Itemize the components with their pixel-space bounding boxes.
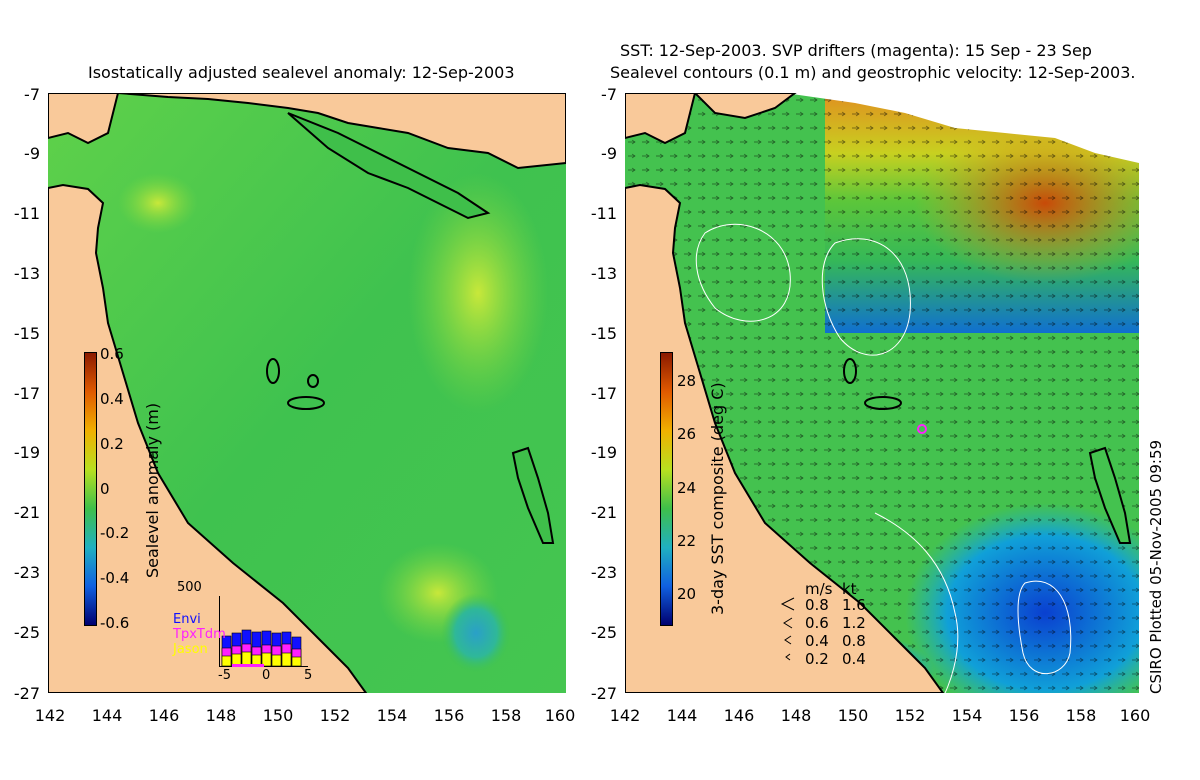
x-tick: 142 bbox=[609, 706, 641, 725]
vel-kt-value: 1.2 bbox=[842, 614, 866, 632]
cbar-tick: 0.4 bbox=[100, 390, 124, 408]
cbar-tick: -0.4 bbox=[100, 569, 130, 587]
inset-x-tick: -5 bbox=[218, 668, 231, 683]
vel-arrow-icons bbox=[780, 597, 795, 661]
cbar-tick: -0.2 bbox=[100, 524, 130, 542]
sealevel-colorbar-label: Sealevel anomaly (m) bbox=[143, 402, 162, 578]
inset-ymax: 500 bbox=[177, 580, 202, 595]
x-tick: 148 bbox=[205, 706, 237, 725]
sst-colorbar-label: 3-day SST composite (deg C) bbox=[708, 382, 727, 615]
cbar-tick: 24 bbox=[677, 479, 697, 497]
y-tick: -9 bbox=[601, 144, 617, 163]
cbar-tick: 0.6 bbox=[100, 345, 124, 363]
vel-ms-value: 0.4 bbox=[805, 632, 829, 650]
y-tick: -15 bbox=[590, 324, 617, 343]
y-tick: -9 bbox=[24, 144, 40, 163]
x-tick: 152 bbox=[894, 706, 926, 725]
x-tick: 144 bbox=[666, 706, 698, 725]
vel-ms-value: 0.2 bbox=[805, 650, 829, 668]
x-tick: 156 bbox=[433, 706, 465, 725]
vel-header-kt: kt bbox=[842, 580, 857, 598]
x-tick: 148 bbox=[780, 706, 812, 725]
inset-x-tick: 5 bbox=[304, 668, 313, 683]
vel-ms-value: 0.6 bbox=[805, 614, 829, 632]
y-tick: -25 bbox=[590, 623, 617, 642]
png-land bbox=[117, 93, 566, 170]
x-tick: 144 bbox=[91, 706, 123, 725]
svp-drifter-track bbox=[917, 424, 927, 434]
y-tick: -19 bbox=[590, 443, 617, 462]
x-tick: 150 bbox=[837, 706, 869, 725]
inset-legend-envi: Envi bbox=[173, 612, 201, 627]
new-caledonia bbox=[1088, 446, 1132, 544]
australia-land bbox=[48, 183, 368, 693]
x-tick: 154 bbox=[951, 706, 983, 725]
cbar-tick: 20 bbox=[677, 585, 697, 603]
png-land bbox=[693, 93, 797, 120]
right-map-title-line1: SST: 12-Sep-2003. SVP drifters (magenta)… bbox=[620, 41, 1092, 60]
inset-legend-jason: Jason bbox=[173, 642, 208, 657]
x-tick: 150 bbox=[262, 706, 294, 725]
left-map-title: Isostatically adjusted sealevel anomaly:… bbox=[88, 63, 515, 82]
vel-kt-value: 0.4 bbox=[842, 650, 866, 668]
x-tick: 160 bbox=[544, 706, 576, 725]
vel-header-ms: m/s bbox=[805, 580, 833, 598]
vel-ms-value: 0.8 bbox=[805, 596, 829, 614]
x-tick: 146 bbox=[723, 706, 755, 725]
y-tick: -13 bbox=[13, 264, 40, 283]
y-tick: -25 bbox=[13, 623, 40, 642]
inset-legend-tpxtdm: TpxTdm bbox=[173, 627, 226, 642]
cbar-tick: 0.2 bbox=[100, 435, 124, 453]
sealevel-map bbox=[48, 93, 566, 693]
inset-bars bbox=[221, 629, 302, 666]
inset-day-marker bbox=[232, 664, 264, 667]
y-tick: -17 bbox=[13, 384, 40, 403]
y-tick: -7 bbox=[601, 85, 617, 104]
new-caledonia bbox=[511, 446, 555, 544]
y-tick: -21 bbox=[13, 503, 40, 522]
x-tick: 160 bbox=[1119, 706, 1151, 725]
plot-credit: CSIRO Plotted 05-Nov-2005 09:59 bbox=[1147, 439, 1165, 694]
y-tick: -11 bbox=[590, 204, 617, 223]
sst-map bbox=[625, 93, 1139, 693]
australia-land bbox=[625, 183, 945, 693]
cbar-tick: 28 bbox=[677, 372, 697, 390]
y-tick: -21 bbox=[590, 503, 617, 522]
right-map-title-line2: Sealevel contours (0.1 m) and geostrophi… bbox=[610, 63, 1136, 82]
vel-kt-value: 0.8 bbox=[842, 632, 866, 650]
x-tick: 154 bbox=[376, 706, 408, 725]
y-tick: -19 bbox=[13, 443, 40, 462]
x-tick: 158 bbox=[490, 706, 522, 725]
y-tick: -11 bbox=[13, 204, 40, 223]
x-tick: 156 bbox=[1008, 706, 1040, 725]
inset-x-tick: 0 bbox=[262, 668, 271, 683]
sealevel-colorbar bbox=[84, 352, 97, 626]
y-tick: -7 bbox=[24, 85, 40, 104]
cbar-tick: 22 bbox=[677, 532, 697, 550]
y-tick: -15 bbox=[13, 324, 40, 343]
y-tick: -23 bbox=[590, 563, 617, 582]
x-tick: 152 bbox=[319, 706, 351, 725]
sst-colorbar bbox=[660, 352, 673, 626]
x-tick: 142 bbox=[34, 706, 66, 725]
cbar-tick: 0 bbox=[100, 480, 110, 498]
y-tick: -27 bbox=[13, 684, 40, 703]
x-tick: 158 bbox=[1065, 706, 1097, 725]
y-tick: -23 bbox=[13, 563, 40, 582]
y-tick: -17 bbox=[590, 384, 617, 403]
y-tick: -27 bbox=[590, 684, 617, 703]
x-tick: 146 bbox=[148, 706, 180, 725]
cbar-tick: -0.6 bbox=[100, 614, 130, 632]
vel-kt-value: 1.6 bbox=[842, 596, 866, 614]
cbar-tick: 26 bbox=[677, 425, 697, 443]
y-tick: -13 bbox=[590, 264, 617, 283]
